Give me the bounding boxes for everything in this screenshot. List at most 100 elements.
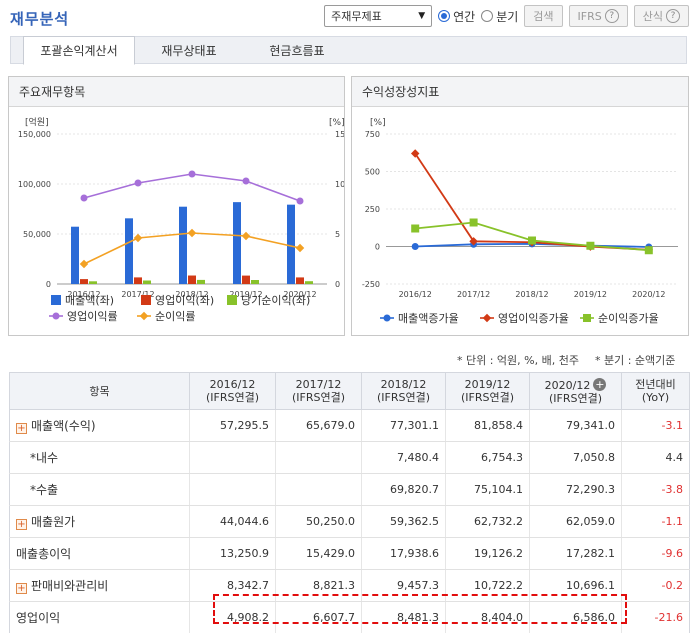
row-label-text: 매출총이익	[16, 547, 72, 561]
header-yoy: 전년대비 (YoY)	[621, 372, 690, 410]
bar-2	[143, 280, 151, 284]
search-button-label: 검색	[533, 10, 554, 23]
right-tick-label: 0	[335, 280, 340, 289]
line-point	[528, 236, 536, 245]
table-cell: 9,457.3	[361, 569, 446, 602]
left-tick-label: 100,000	[18, 180, 51, 189]
radio-quarter-label: 분기	[496, 9, 519, 24]
header-2017: 2017/12 (IFRS연결)	[275, 372, 362, 410]
line-point	[242, 177, 250, 185]
formula-button[interactable]: 산식?	[633, 5, 689, 27]
line-point	[80, 194, 88, 202]
header-2020: 2020/12 + (IFRS연결)	[529, 372, 622, 410]
ifrs-button[interactable]: IFRS?	[568, 5, 628, 27]
help-icon: ?	[666, 9, 680, 23]
header-basis: (IFRS연결)	[205, 391, 260, 404]
table-cell: 8,342.7	[189, 569, 276, 602]
table-cell: 72,290.3	[529, 473, 622, 506]
main-items-panel: 주요재무항목 [억원] [%] 150,000 100,000 50,000 0 15 10 5…	[8, 76, 345, 336]
bar-2	[251, 280, 259, 284]
statement-select[interactable]: 주재무제표 ▼	[324, 5, 433, 27]
header-basis: (IFRS연결)	[460, 391, 515, 404]
table-cell: 6,754.3	[445, 441, 530, 474]
header-text: 항목	[89, 384, 110, 398]
radio-annual[interactable]: 연간	[438, 8, 475, 25]
yoy-cell: -9.6	[621, 537, 690, 570]
tab-income-statement[interactable]: 포괄손익계산서	[23, 36, 135, 65]
line-point	[134, 179, 142, 187]
line-series-0	[83, 173, 301, 202]
radio-annual-label: 연간	[453, 9, 476, 24]
table-row: + 매출원가 44,044.6 50,250.0 59,362.5 62,732.2 62,…	[9, 505, 690, 538]
line-point	[644, 246, 653, 255]
table-cell: 57,295.5	[189, 409, 276, 442]
line-point	[296, 197, 304, 205]
expand-icon[interactable]: +	[16, 519, 27, 530]
table-cell: 44,044.6	[189, 505, 276, 538]
row-label-text: *수출	[30, 483, 59, 497]
expand-icon[interactable]: +	[16, 423, 27, 434]
legend-marker	[52, 312, 60, 320]
table-cell: 13,250.9	[189, 537, 276, 570]
bar-1	[80, 279, 88, 284]
legend-marker	[383, 314, 391, 322]
expand-icon[interactable]: +	[16, 583, 27, 594]
table-row: + 매출액(수익) 57,295.5 65,679.0 77,301.1 81,858.4…	[9, 409, 690, 442]
bar-0	[179, 206, 187, 284]
table-cell: 65,679.0	[275, 409, 362, 442]
right-tick-label: 5	[335, 230, 340, 239]
line-point	[188, 170, 196, 178]
table-cell: 19,126.2	[445, 537, 530, 570]
highlight-box	[213, 594, 627, 624]
bar-0	[233, 202, 241, 284]
line-point	[187, 228, 197, 238]
table-cell: 59,362.5	[361, 505, 446, 538]
row-label[interactable]: + 매출원가	[9, 505, 190, 538]
add-column-icon[interactable]: +	[593, 377, 607, 391]
legend-marker	[583, 314, 591, 322]
left-tick-label: 50,000	[23, 230, 51, 239]
row-label-text: 매출원가	[31, 515, 76, 529]
line-point	[79, 259, 89, 269]
growth-chart: [%] 750 500 250 0 -250 2016/12 2017/12 2018/12 20…	[362, 118, 678, 325]
row-label[interactable]: + 매출액(수익)	[9, 409, 190, 442]
yoy-cell: -3.8	[621, 473, 690, 506]
legend-marker	[139, 311, 149, 321]
right-tick-label: 15	[335, 130, 344, 139]
search-button[interactable]: 검색	[524, 5, 563, 27]
x-tick-label: 2018/12	[175, 290, 208, 299]
table-cell: 62,732.2	[445, 505, 530, 538]
header-year: 2016/12	[209, 378, 256, 391]
unit-note: * 단위 : 억원, %, 배, 천주	[457, 354, 579, 367]
tab-cash-flow[interactable]: 현금흐름표	[269, 44, 325, 58]
header-basis: (IFRS연결)	[376, 391, 431, 404]
y-tick-label: -250	[362, 280, 380, 289]
table-cell: 8,481.3	[361, 601, 446, 633]
x-tick-label: 2018/12	[515, 290, 548, 299]
y-tick-label: 250	[365, 205, 380, 214]
tab-balance-sheet[interactable]: 재무상태표	[161, 44, 217, 58]
yoy-cell: 4.4	[621, 441, 690, 474]
bar-0	[71, 226, 79, 284]
table-row: *내수 7,480.4 6,754.3 7,050.8 4.4	[9, 441, 690, 474]
legend-swatch	[227, 295, 237, 305]
header-yoy-label: 전년대비	[635, 378, 676, 391]
table-row: 매출총이익 13,250.9 15,429.0 17,938.6 19,126.2 17,…	[9, 537, 690, 570]
table-row: *수출 69,820.7 75,104.1 72,290.3 -3.8	[9, 473, 690, 506]
growth-panel: 수익성장성지표 [%] 750 500 250 0 -250 2016/12 2017/12 2…	[351, 76, 689, 336]
legend-swatch	[51, 295, 61, 305]
row-label[interactable]: + 판매비와관리비	[9, 569, 190, 602]
bar-0	[287, 204, 295, 284]
row-label: 영업이익	[9, 601, 190, 633]
formula-button-label: 산식	[642, 10, 663, 23]
yoy-cell: -1.1	[621, 505, 690, 538]
x-tick-label: 2020/12	[632, 290, 665, 299]
row-label: *내수	[9, 441, 190, 474]
table-cell: 75,104.1	[445, 473, 530, 506]
table-cell: 7,480.4	[361, 441, 446, 474]
line-point	[241, 231, 251, 241]
row-label: *수출	[9, 473, 190, 506]
legend-swatch	[141, 295, 151, 305]
radio-quarter[interactable]: 분기	[481, 8, 518, 25]
line-point	[411, 243, 419, 250]
